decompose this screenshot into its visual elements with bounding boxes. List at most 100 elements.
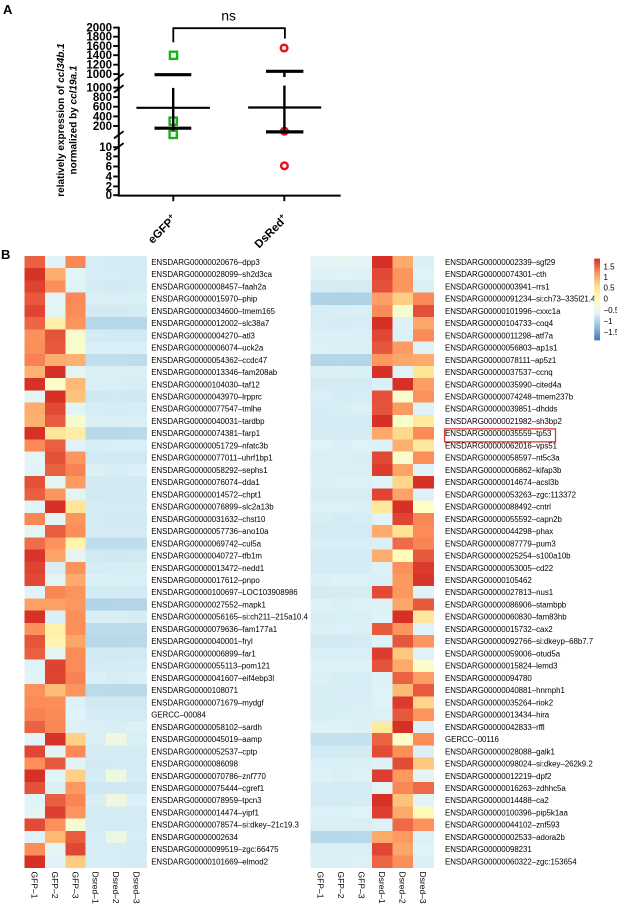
svg-text:ENSDARG00000006899–far1: ENSDARG00000006899–far1: [151, 649, 256, 658]
svg-text:ENSDARG00000100697–LOC10390898: ENSDARG00000100697–LOC103908986: [151, 588, 298, 597]
svg-text:ENSDARG00000075444–cgref1: ENSDARG00000075444–cgref1: [151, 784, 264, 793]
svg-text:ENSDARG00000040727–tfb1m: ENSDARG00000040727–tfb1m: [151, 552, 262, 561]
svg-text:ENSDARG00000060322–zgc:153654: ENSDARG00000060322–zgc:153654: [445, 857, 577, 866]
svg-text:ENSDARG00000056803–ap1s1: ENSDARG00000056803–ap1s1: [445, 344, 557, 353]
svg-text:ENSDARG00000013434–hira: ENSDARG00000013434–hira: [445, 711, 550, 720]
svg-text:0: 0: [106, 190, 112, 202]
svg-text:GFP–1: GFP–1: [316, 872, 326, 899]
svg-text:ENSDARG00000012219–dpf2: ENSDARG00000012219–dpf2: [445, 772, 551, 781]
svg-text:ENSDARG00000041607–eif4ebp3l: ENSDARG00000041607–eif4ebp3l: [151, 674, 274, 683]
svg-text:ENSDARG00000074381–farp1: ENSDARG00000074381–farp1: [151, 429, 260, 438]
svg-text:ENSDARG00000101669–elmod2: ENSDARG00000101669–elmod2: [151, 857, 268, 866]
svg-text:ENSDARG00000094780: ENSDARG00000094780: [445, 674, 532, 683]
svg-text:ENSDARG00000004270–atl3: ENSDARG00000004270–atl3: [151, 331, 255, 340]
svg-text:Dsred–2: Dsred–2: [398, 872, 408, 904]
svg-text:GFP–2: GFP–2: [336, 872, 346, 899]
svg-text:ENSDARG00000077547–tmlhe: ENSDARG00000077547–tmlhe: [151, 405, 262, 414]
svg-text:A: A: [3, 2, 13, 17]
svg-text:−1.5: −1.5: [604, 328, 617, 337]
svg-text:ENSDARG00000027813–nus1: ENSDARG00000027813–nus1: [445, 588, 553, 597]
svg-text:ENSDARG00000077011–uhrf1bp1: ENSDARG00000077011–uhrf1bp1: [151, 454, 272, 463]
svg-text:−0.5: −0.5: [604, 306, 617, 315]
svg-text:ENSDARG00000098231: ENSDARG00000098231: [445, 845, 532, 854]
svg-text:ENSDARG00000092766–si:dkeyp–68: ENSDARG00000092766–si:dkeyp–68b7.7: [445, 637, 593, 646]
svg-text:ENSDARG00000014474–yipf1: ENSDARG00000014474–yipf1: [151, 808, 259, 817]
svg-text:ENSDARG00000014674–acsl3b: ENSDARG00000014674–acsl3b: [445, 478, 559, 487]
svg-text:ENSDARG00000074301–cth: ENSDARG00000074301–cth: [445, 270, 547, 279]
svg-text:GFP–3: GFP–3: [70, 872, 80, 899]
svg-text:ENSDARG00000070786–znf770: ENSDARG00000070786–znf770: [151, 772, 266, 781]
svg-text:−1: −1: [604, 317, 614, 326]
svg-text:ENSDARG00000002533–adora2b: ENSDARG00000002533–adora2b: [445, 833, 566, 842]
svg-text:ENSDARG00000053263–zgc:113372: ENSDARG00000053263–zgc:113372: [445, 490, 576, 499]
svg-text:B: B: [1, 247, 10, 262]
svg-text:ENSDARG00000034600–tmem165: ENSDARG00000034600–tmem165: [151, 307, 275, 316]
svg-text:ENSDARG00000098024–si:dkey–262: ENSDARG00000098024–si:dkey–262k9.2: [445, 760, 593, 769]
svg-text:normalized by ccl19a.1: normalized by ccl19a.1: [69, 65, 80, 174]
svg-text:ENSDARG00000031632–chst10: ENSDARG00000031632–chst10: [151, 515, 266, 524]
svg-text:ENSDARG00000042833–rffl: ENSDARG00000042833–rffl: [445, 723, 545, 732]
svg-text:ENSDARG00000040001–fryl: ENSDARG00000040001–fryl: [151, 637, 253, 646]
svg-text:Dsred–1: Dsred–1: [377, 872, 387, 904]
svg-text:ENSDARG00000014488–ca2: ENSDARG00000014488–ca2: [445, 796, 549, 805]
svg-text:ENSDARG00000060830–fam83hb: ENSDARG00000060830–fam83hb: [445, 613, 567, 622]
svg-text:ENSDARG00000088492–cntrl: ENSDARG00000088492–cntrl: [445, 503, 551, 512]
svg-text:ENSDARG00000052537–cptp: ENSDARG00000052537–cptp: [151, 747, 258, 756]
svg-text:ENSDARG00000058597–nt5c3a: ENSDARG00000058597–nt5c3a: [445, 454, 560, 463]
svg-text:ENSDARG00000002634: ENSDARG00000002634: [151, 833, 238, 842]
svg-text:ENSDARG00000108071: ENSDARG00000108071: [151, 686, 238, 695]
svg-text:ENSDARG00000059006–otud5a: ENSDARG00000059006–otud5a: [445, 649, 561, 658]
svg-text:ENSDARG00000012002–slc38a7: ENSDARG00000012002–slc38a7: [151, 319, 269, 328]
svg-text:ENSDARG00000087779–pum3: ENSDARG00000087779–pum3: [445, 539, 556, 548]
svg-text:ENSDARG00000078111–ap5z1: ENSDARG00000078111–ap5z1: [445, 356, 556, 365]
svg-text:Dsred–1: Dsred–1: [91, 872, 101, 904]
svg-text:ENSDARG00000017612–pnpo: ENSDARG00000017612–pnpo: [151, 576, 260, 585]
svg-text:ENSDARG00000076074–dda1: ENSDARG00000076074–dda1: [151, 478, 260, 487]
svg-text:Dsred–2: Dsred–2: [111, 872, 121, 904]
svg-text:ENSDARG00000058102–sardh: ENSDARG00000058102–sardh: [151, 723, 262, 732]
svg-text:ENSDARG00000008457–faah2a: ENSDARG00000008457–faah2a: [151, 282, 267, 291]
svg-text:ENSDARG00000051729–nfatc3b: ENSDARG00000051729–nfatc3b: [151, 441, 268, 450]
svg-text:1: 1: [604, 273, 609, 282]
svg-text:ENSDARG00000062016–vps51: ENSDARG00000062016–vps51: [445, 441, 557, 450]
svg-text:ENSDARG00000069742–cul5a: ENSDARG00000069742–cul5a: [151, 539, 261, 548]
svg-text:GERCC–00084: GERCC–00084: [151, 711, 206, 720]
svg-text:ENSDARG00000016263–zdhhc5a: ENSDARG00000016263–zdhhc5a: [445, 784, 566, 793]
svg-text:ENSDARG00000035990–cited4a: ENSDARG00000035990–cited4a: [445, 380, 562, 389]
svg-text:ENSDARG00000035264–riok2: ENSDARG00000035264–riok2: [445, 698, 553, 707]
svg-text:1.5: 1.5: [604, 262, 616, 271]
svg-text:ENSDARG00000015732–cax2: ENSDARG00000015732–cax2: [445, 625, 553, 634]
svg-text:ENSDARG00000014572–chpt1: ENSDARG00000014572–chpt1: [151, 490, 261, 499]
svg-text:ENSDARG00000101996–cxxc1a: ENSDARG00000101996–cxxc1a: [445, 307, 561, 316]
svg-text:ENSDARG00000013472–nedd1: ENSDARG00000013472–nedd1: [151, 564, 264, 573]
svg-text:200: 200: [93, 121, 112, 133]
svg-text:ENSDARG00000056165–si:ch211–21: ENSDARG00000056165–si:ch211–215a10.4: [151, 613, 308, 622]
svg-text:ENSDARG00000006862–kifap3b: ENSDARG00000006862–kifap3b: [445, 466, 562, 475]
svg-text:ENSDARG00000027552–mapk1: ENSDARG00000027552–mapk1: [151, 600, 266, 609]
svg-text:ENSDARG00000091234–si:ch73–335: ENSDARG00000091234–si:ch73–335l21.4: [445, 295, 596, 304]
svg-text:ENSDARG00000105462: ENSDARG00000105462: [445, 576, 532, 585]
svg-text:ENSDARG00000040881–hnrnph1: ENSDARG00000040881–hnrnph1: [445, 686, 565, 695]
svg-text:ENSDARG00000074248–tmem237b: ENSDARG00000074248–tmem237b: [445, 392, 574, 401]
svg-text:ENSDARG00000078959–tpcn3: ENSDARG00000078959–tpcn3: [151, 796, 262, 805]
svg-text:ENSDARG00000006074–uck2a: ENSDARG00000006074–uck2a: [151, 344, 264, 353]
svg-text:ENSDARG00000078574–si:dkey–21c: ENSDARG00000078574–si:dkey–21c19.3: [151, 821, 299, 830]
svg-text:ENSDARG00000055113–pom121: ENSDARG00000055113–pom121: [151, 662, 270, 671]
svg-text:ENSDARG00000079636–fam177a1: ENSDARG00000079636–fam177a1: [151, 625, 277, 634]
svg-text:Dsred–3: Dsred–3: [132, 872, 142, 904]
svg-text:ENSDARG00000044298–phax: ENSDARG00000044298–phax: [445, 527, 553, 536]
svg-text:ENSDARG00000037537–ccnq: ENSDARG00000037537–ccnq: [445, 368, 553, 377]
svg-text:Dsred–3: Dsred–3: [418, 872, 428, 904]
svg-text:ENSDARG00000013346–fam208ab: ENSDARG00000013346–fam208ab: [151, 368, 278, 377]
svg-text:ENSDARG00000099519–zgc:66475: ENSDARG00000099519–zgc:66475: [151, 845, 279, 854]
svg-text:ENSDARG00000053005–cd22: ENSDARG00000053005–cd22: [445, 564, 553, 573]
svg-text:ENSDARG00000035559–tp53: ENSDARG00000035559–tp53: [445, 429, 552, 438]
svg-text:ENSDARG00000104030–taf12: ENSDARG00000104030–taf12: [151, 380, 260, 389]
svg-text:ENSDARG00000076899–slc2a13b: ENSDARG00000076899–slc2a13b: [151, 503, 274, 512]
svg-text:GFP–3: GFP–3: [357, 872, 367, 899]
svg-text:ENSDARG00000071679–mydgf: ENSDARG00000071679–mydgf: [151, 698, 264, 707]
svg-text:0.5: 0.5: [604, 284, 616, 293]
svg-text:ENSDARG00000020676–dpp3: ENSDARG00000020676–dpp3: [151, 258, 260, 267]
svg-text:ENSDARG00000057736–ano10a: ENSDARG00000057736–ano10a: [151, 527, 269, 536]
svg-text:ENSDARG00000025254–s100a10b: ENSDARG00000025254–s100a10b: [445, 552, 571, 561]
